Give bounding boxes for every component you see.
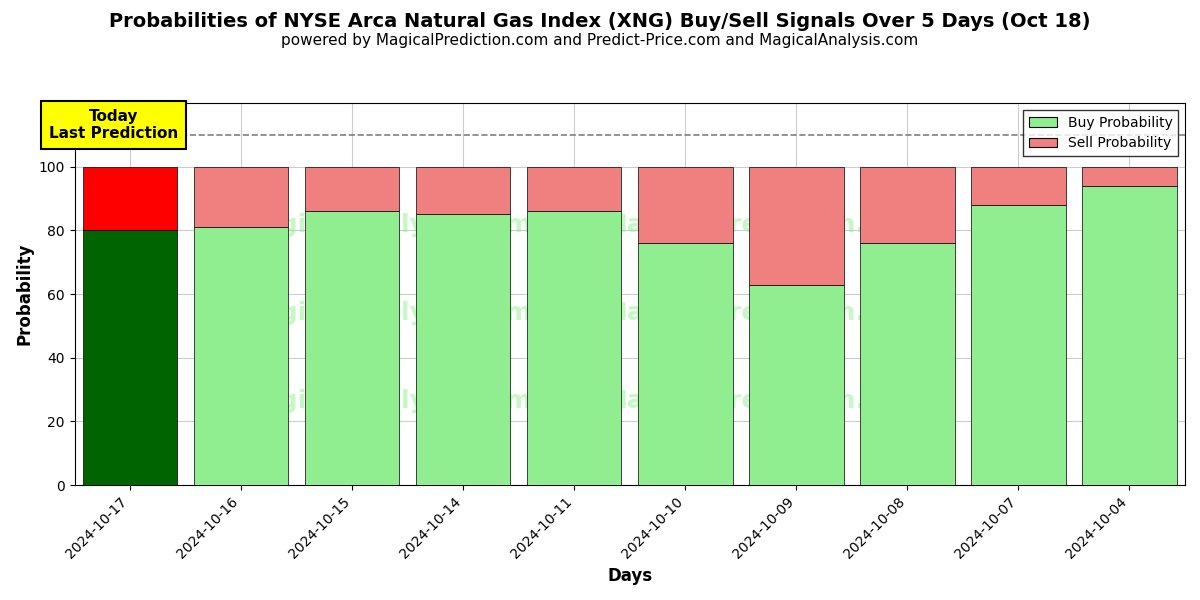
Y-axis label: Probability: Probability: [16, 243, 34, 346]
Bar: [1082, 167, 1177, 186]
Bar: [971, 205, 1066, 485]
Text: MagicalPrediction.com: MagicalPrediction.com: [602, 213, 924, 237]
Bar: [527, 211, 622, 485]
Bar: [416, 214, 510, 485]
Bar: [305, 211, 400, 485]
Bar: [860, 243, 955, 485]
Bar: [194, 227, 288, 485]
X-axis label: Days: Days: [607, 567, 653, 585]
Legend: Buy Probability, Sell Probability: Buy Probability, Sell Probability: [1024, 110, 1178, 156]
Bar: [638, 167, 732, 243]
Text: MagicalAnalysis.com: MagicalAnalysis.com: [239, 213, 533, 237]
Bar: [527, 167, 622, 211]
Bar: [971, 167, 1066, 205]
Bar: [860, 167, 955, 243]
Text: powered by MagicalPrediction.com and Predict-Price.com and MagicalAnalysis.com: powered by MagicalPrediction.com and Pre…: [281, 33, 919, 48]
Bar: [638, 243, 732, 485]
Bar: [83, 230, 178, 485]
Bar: [194, 167, 288, 227]
Bar: [749, 284, 844, 485]
Text: Today
Last Prediction: Today Last Prediction: [49, 109, 178, 142]
Bar: [305, 167, 400, 211]
Bar: [1082, 186, 1177, 485]
Bar: [83, 167, 178, 230]
Text: MagicalAnalysis.com: MagicalAnalysis.com: [239, 301, 533, 325]
Bar: [416, 167, 510, 214]
Text: MagicalAnalysis.com: MagicalAnalysis.com: [239, 389, 533, 413]
Text: MagicalPrediction.com: MagicalPrediction.com: [602, 301, 924, 325]
Text: MagicalPrediction.com: MagicalPrediction.com: [602, 389, 924, 413]
Text: Probabilities of NYSE Arca Natural Gas Index (XNG) Buy/Sell Signals Over 5 Days : Probabilities of NYSE Arca Natural Gas I…: [109, 12, 1091, 31]
Bar: [749, 167, 844, 284]
